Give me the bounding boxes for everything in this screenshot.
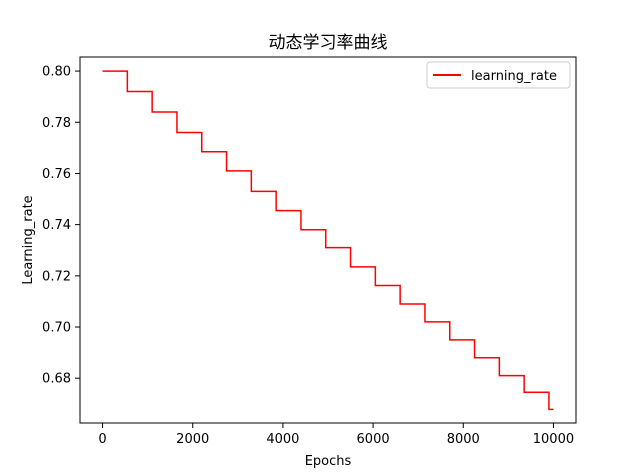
y-tick-label: 0.74 [42, 218, 71, 233]
x-tick-label: 4000 [266, 432, 299, 447]
legend-label-learning-rate: learning_rate [471, 69, 557, 84]
y-axis: 0.68 0.70 0.72 0.74 0.76 0.78 0.80 [42, 65, 80, 387]
y-tick-label: 0.76 [42, 167, 71, 182]
x-tick-label: 10000 [533, 432, 574, 447]
x-axis: 0 2000 4000 6000 8000 10000 [98, 423, 574, 447]
chart-title: 动态学习率曲线 [269, 33, 388, 53]
series-line-learning-rate [102, 70, 554, 411]
y-tick-label: 0.70 [42, 321, 71, 336]
legend: learning_rate [426, 61, 571, 89]
y-tick-label: 0.68 [42, 372, 71, 387]
x-tick-label: 2000 [176, 432, 209, 447]
x-axis-label: Epochs [305, 454, 352, 469]
x-tick-label: 8000 [447, 432, 480, 447]
y-tick-label: 0.80 [42, 65, 71, 80]
x-tick-label: 6000 [357, 432, 390, 447]
plot-area [102, 70, 554, 411]
legend-box [426, 61, 571, 89]
y-axis-label: Learning_rate [21, 195, 36, 284]
y-tick-label: 0.72 [42, 269, 71, 284]
x-tick-label: 0 [98, 432, 106, 447]
plot-frame [79, 56, 577, 424]
y-tick-label: 0.78 [42, 116, 71, 131]
